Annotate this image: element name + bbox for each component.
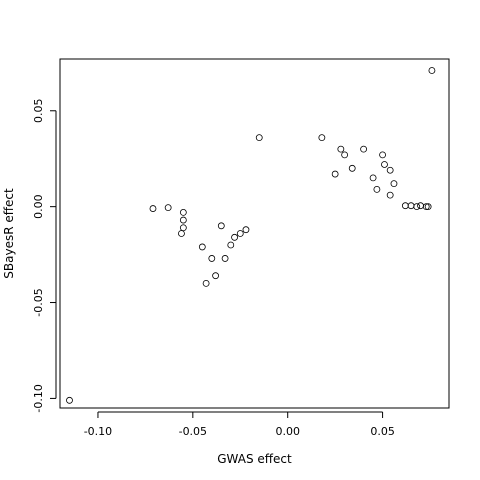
data-point xyxy=(348,164,356,172)
y-tick-label: 0.05 xyxy=(32,99,45,124)
data-point xyxy=(178,230,185,237)
plot-points xyxy=(66,67,436,404)
data-point xyxy=(424,203,432,211)
data-point xyxy=(386,191,394,199)
data-point xyxy=(202,279,210,287)
data-point xyxy=(179,216,187,224)
data-point xyxy=(179,209,187,216)
data-point xyxy=(369,174,377,182)
data-point xyxy=(208,255,216,262)
x-tick-label: 0.00 xyxy=(275,425,300,438)
data-point xyxy=(212,272,220,280)
data-point xyxy=(337,145,345,153)
data-point xyxy=(373,185,381,193)
data-point xyxy=(381,161,388,168)
data-point xyxy=(401,202,409,210)
x-tick-label: 0.05 xyxy=(370,425,395,438)
x-tick-label: -0.05 xyxy=(179,425,207,438)
x-axis-title: GWAS effect xyxy=(217,452,292,466)
data-point xyxy=(255,134,263,142)
data-point xyxy=(407,202,415,210)
data-point xyxy=(360,145,368,153)
data-point xyxy=(318,134,326,142)
data-point xyxy=(164,204,172,212)
data-point xyxy=(179,224,187,232)
data-point xyxy=(236,230,244,237)
data-point xyxy=(413,203,421,211)
data-point xyxy=(386,166,394,174)
y-tick-label: -0.10 xyxy=(32,384,45,412)
data-point xyxy=(390,180,398,188)
data-point xyxy=(231,233,238,241)
y-tick-label: -0.05 xyxy=(32,288,45,316)
data-point xyxy=(227,241,235,249)
data-point xyxy=(221,255,229,262)
data-point xyxy=(242,226,250,234)
y-axis: -0.10 -0.05 0.00 0.05 xyxy=(32,99,57,413)
plot-box xyxy=(59,58,450,409)
x-axis: -0.10 -0.05 0.00 0.05 xyxy=(84,411,395,438)
data-point xyxy=(217,222,225,230)
x-tick-label: -0.10 xyxy=(84,425,112,438)
data-point xyxy=(422,203,430,211)
data-point xyxy=(379,151,386,159)
y-tick-label: 0.00 xyxy=(32,194,45,219)
data-point xyxy=(149,205,157,212)
data-point xyxy=(198,243,206,251)
data-point xyxy=(66,396,73,404)
data-point xyxy=(417,202,424,210)
data-point xyxy=(331,170,339,178)
data-point xyxy=(428,67,436,74)
data-point xyxy=(341,151,349,159)
y-axis-title: SBayesR effect xyxy=(2,188,16,279)
